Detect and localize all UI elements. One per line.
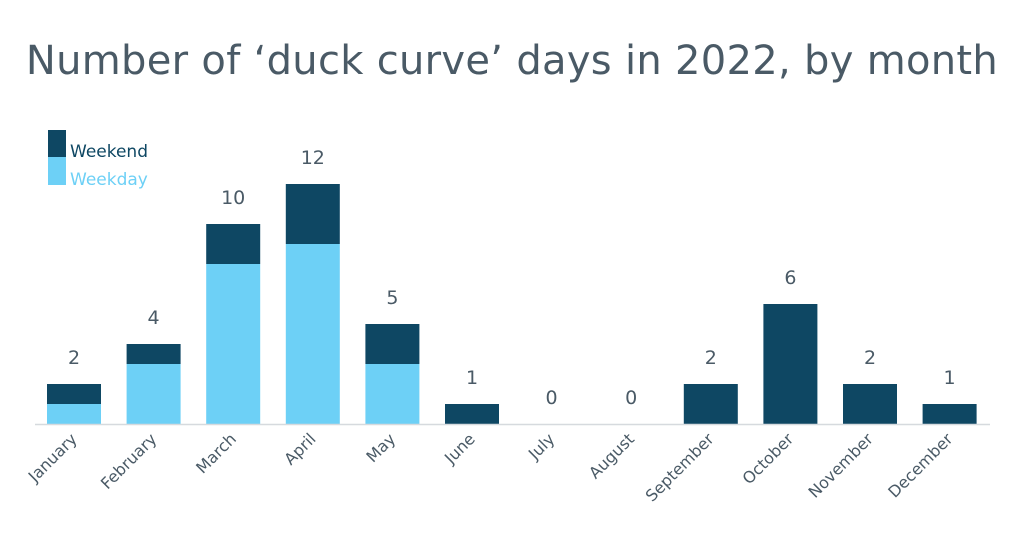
chart-title: Number of ‘duck curve’ days in 2022, by …	[25, 38, 999, 84]
legend-label-weekday: Weekday	[70, 170, 148, 190]
bars-group	[47, 184, 977, 424]
legend: Weekend Weekday	[48, 130, 148, 190]
total-label-february: 4	[148, 307, 160, 329]
total-label-january: 2	[68, 347, 80, 369]
total-label-december: 1	[944, 367, 956, 389]
x-tick-label-june: June	[440, 429, 479, 468]
bar-weekend-november	[843, 384, 897, 424]
legend-swatch-weekday	[48, 157, 66, 185]
x-tick-label-november: November	[805, 429, 878, 502]
x-tick-label-february: February	[97, 429, 161, 493]
total-label-april: 12	[301, 147, 325, 169]
bar-weekday-may	[365, 364, 420, 424]
x-tick-label-july: July	[524, 429, 558, 463]
x-tick-labels-group: January February March April May June July Augu…	[24, 429, 957, 505]
x-tick-label-april: April	[280, 429, 319, 468]
bar-weekday-march	[206, 264, 261, 424]
total-label-june: 1	[466, 367, 478, 389]
total-label-july: 0	[546, 387, 558, 409]
total-label-march: 10	[221, 187, 245, 209]
total-label-may: 5	[386, 287, 398, 309]
x-tick-label-december: December	[884, 429, 956, 501]
x-tick-label-january: January	[24, 429, 81, 486]
bar-weekday-april	[285, 244, 340, 424]
total-label-august: 0	[625, 387, 637, 409]
bar-weekday-january	[47, 404, 101, 424]
total-label-november: 2	[864, 347, 876, 369]
bar-weekend-december	[922, 404, 977, 424]
x-tick-label-october: October	[739, 429, 798, 488]
x-tick-label-august: August	[585, 429, 638, 482]
bar-weekday-february	[126, 364, 181, 424]
bar-weekend-april	[285, 184, 340, 244]
bar-weekend-february	[126, 344, 181, 364]
bar-weekend-june	[445, 404, 499, 424]
bar-weekend-may	[365, 324, 420, 364]
total-label-october: 6	[784, 267, 796, 289]
legend-swatch-weekend	[48, 130, 66, 157]
x-tick-label-may: May	[362, 429, 399, 466]
bar-weekend-march	[206, 224, 261, 264]
bar-weekend-september	[683, 384, 738, 424]
bar-weekend-october	[763, 304, 818, 424]
x-tick-label-march: March	[192, 429, 240, 477]
total-label-september: 2	[705, 347, 717, 369]
x-tick-label-september: September	[642, 429, 718, 505]
legend-label-weekend: Weekend	[70, 142, 148, 162]
bar-weekend-january	[47, 384, 101, 404]
